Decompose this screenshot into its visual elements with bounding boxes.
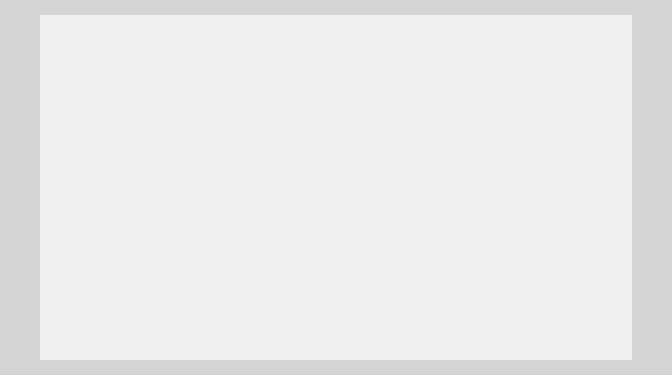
- Text: X: X: [513, 173, 544, 216]
- Text: O: O: [319, 63, 353, 105]
- Text: impergar.com: impergar.com: [384, 131, 501, 209]
- Text: P: P: [323, 173, 349, 216]
- Text: R: R: [302, 283, 333, 326]
- Text: R: R: [124, 170, 156, 213]
- Text: 1: 1: [157, 215, 175, 243]
- Text: impergar.com: impergar.com: [112, 97, 229, 175]
- Text: 2: 2: [335, 329, 352, 357]
- Text: (S): (S): [389, 64, 437, 97]
